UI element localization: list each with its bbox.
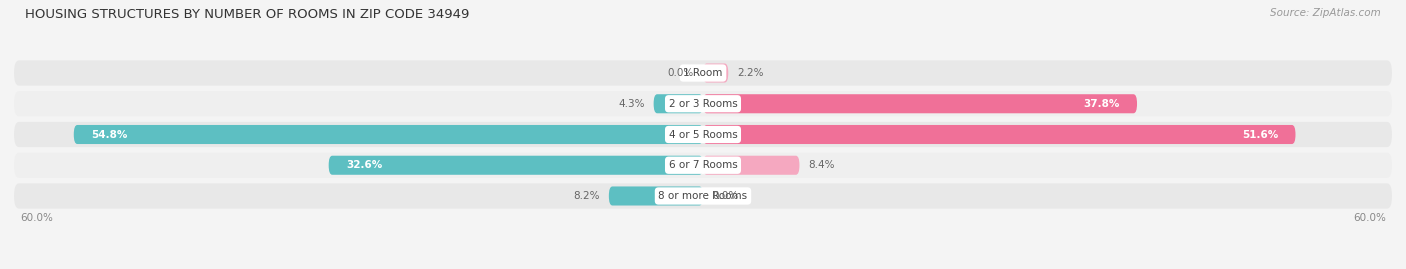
Text: 6 or 7 Rooms: 6 or 7 Rooms	[669, 160, 737, 170]
Text: 2.2%: 2.2%	[738, 68, 763, 78]
Text: 60.0%: 60.0%	[20, 213, 52, 223]
Text: 2 or 3 Rooms: 2 or 3 Rooms	[669, 99, 737, 109]
FancyBboxPatch shape	[654, 94, 703, 113]
FancyBboxPatch shape	[14, 183, 1392, 208]
Text: 54.8%: 54.8%	[91, 129, 128, 140]
Text: 0.0%: 0.0%	[713, 191, 738, 201]
Text: 4.3%: 4.3%	[619, 99, 644, 109]
Text: 8.4%: 8.4%	[808, 160, 835, 170]
FancyBboxPatch shape	[329, 156, 703, 175]
FancyBboxPatch shape	[14, 61, 1392, 86]
Text: 32.6%: 32.6%	[346, 160, 382, 170]
FancyBboxPatch shape	[14, 122, 1392, 147]
Text: 37.8%: 37.8%	[1084, 99, 1119, 109]
Text: 1 Room: 1 Room	[683, 68, 723, 78]
FancyBboxPatch shape	[14, 153, 1392, 178]
Text: 0.0%: 0.0%	[668, 68, 693, 78]
FancyBboxPatch shape	[703, 63, 728, 83]
Text: 8.2%: 8.2%	[574, 191, 599, 201]
Text: Source: ZipAtlas.com: Source: ZipAtlas.com	[1270, 8, 1381, 18]
FancyBboxPatch shape	[609, 186, 703, 206]
Text: 60.0%: 60.0%	[1354, 213, 1386, 223]
Text: HOUSING STRUCTURES BY NUMBER OF ROOMS IN ZIP CODE 34949: HOUSING STRUCTURES BY NUMBER OF ROOMS IN…	[25, 8, 470, 21]
Text: 51.6%: 51.6%	[1241, 129, 1278, 140]
Text: 8 or more Rooms: 8 or more Rooms	[658, 191, 748, 201]
FancyBboxPatch shape	[703, 125, 1295, 144]
FancyBboxPatch shape	[703, 156, 800, 175]
FancyBboxPatch shape	[703, 94, 1137, 113]
FancyBboxPatch shape	[73, 125, 703, 144]
FancyBboxPatch shape	[14, 91, 1392, 116]
Text: 4 or 5 Rooms: 4 or 5 Rooms	[669, 129, 737, 140]
